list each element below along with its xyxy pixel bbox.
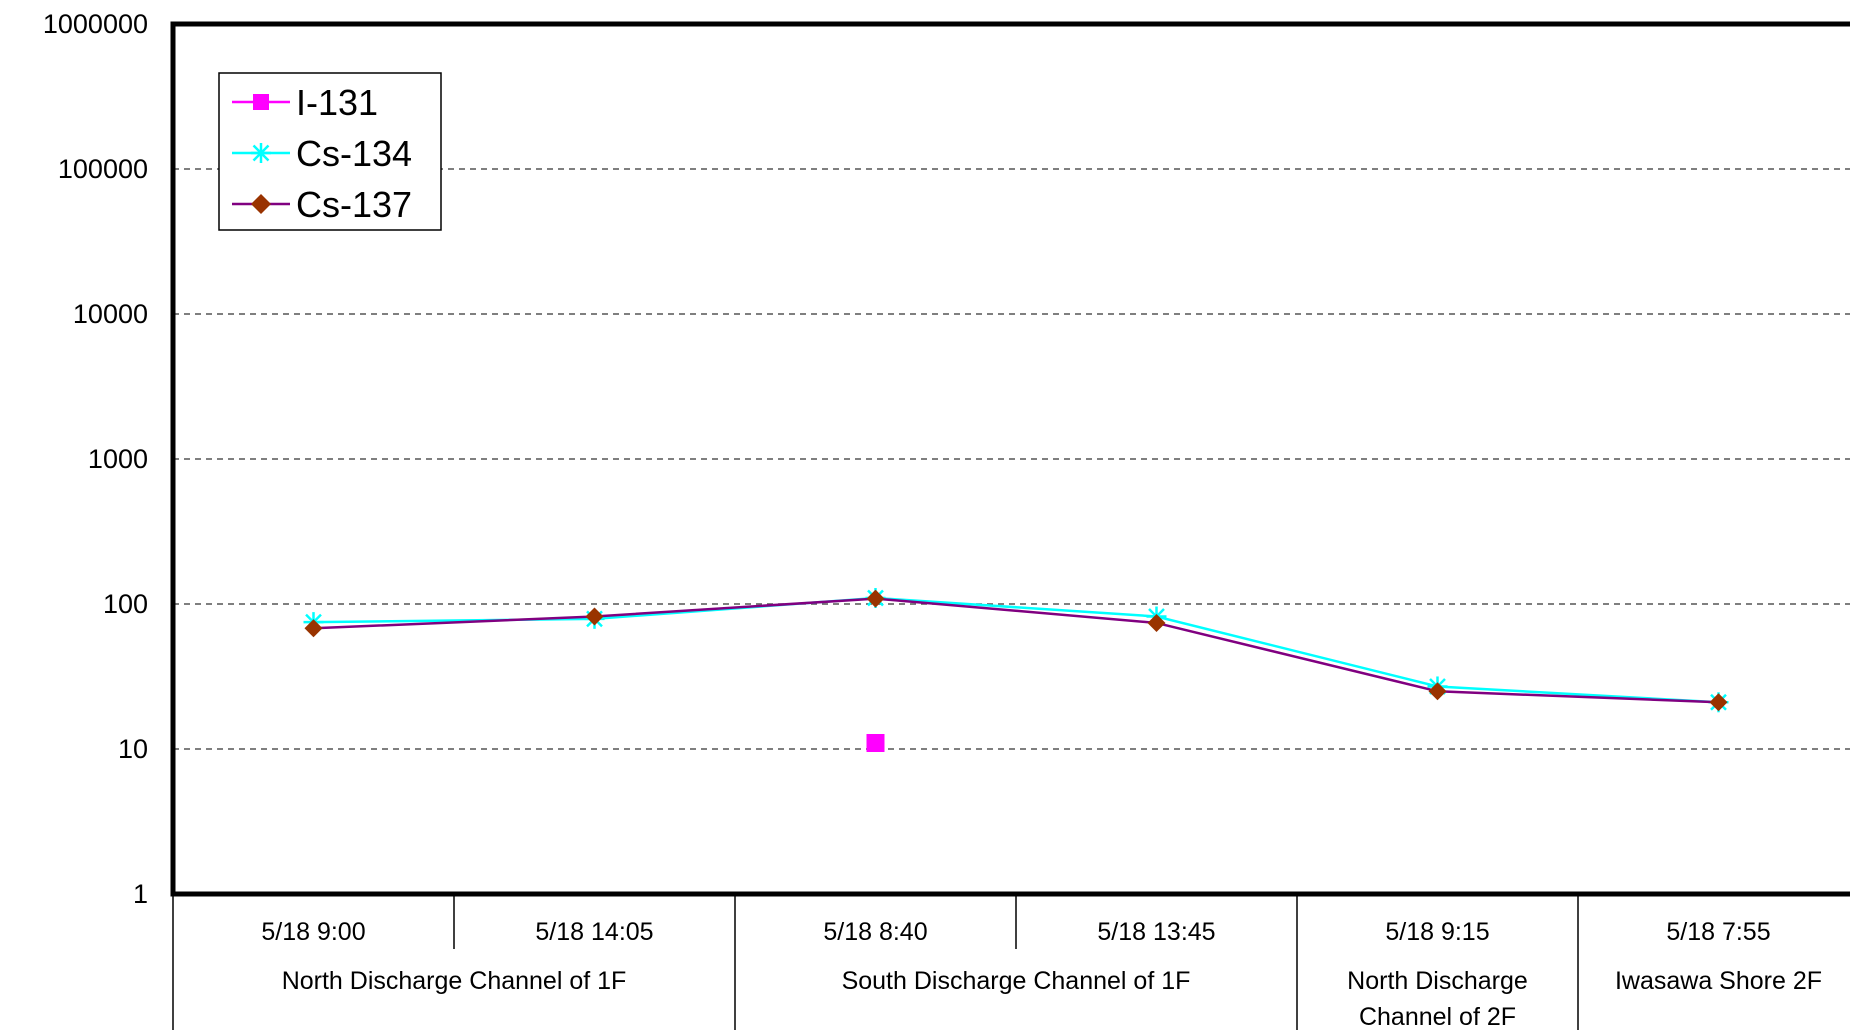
data-point	[866, 589, 885, 608]
legend: I-131 Cs-134 Cs-137	[218, 72, 442, 231]
series-line	[313, 596, 1719, 704]
legend-item: I-131	[232, 82, 378, 123]
x-tick-label: 5/18 13:45	[1097, 918, 1215, 946]
y-tick-label: 10000	[73, 299, 148, 329]
series-line	[313, 597, 1719, 704]
x-tick-label: 5/18 7:55	[1666, 918, 1770, 946]
x-tick-label: 5/18 8:40	[823, 918, 927, 946]
x-group-label: North Discharge Channel of 1F	[282, 967, 627, 995]
data-point	[1428, 682, 1447, 701]
data-point	[1709, 693, 1728, 712]
x-group-label: Channel of 2F	[1359, 1003, 1516, 1030]
legend-label: Cs-137	[296, 184, 412, 225]
data-point	[304, 619, 323, 638]
data-point	[1147, 613, 1166, 632]
plot-area-frame	[170, 21, 1850, 897]
y-tick-label: 10	[118, 734, 148, 764]
x-group-label: Iwasawa Shore 2F	[1615, 967, 1822, 995]
legend-label: I-131	[296, 82, 378, 123]
legend-marker	[253, 94, 269, 110]
y-tick-label: 1000000	[43, 9, 148, 39]
x-group-label: South Discharge Channel of 1F	[842, 967, 1191, 995]
x-tick-label: 5/18 9:15	[1385, 918, 1489, 946]
x-axis: 5/18 9:00 5/18 14:05 5/18 8:40 5/18 13:45 5/…	[172, 894, 1822, 1030]
y-tick-label: 100	[103, 589, 148, 619]
data-point	[866, 733, 885, 752]
legend-marker	[251, 143, 271, 163]
x-tick-label: 5/18 14:05	[535, 918, 653, 946]
legend-marker	[251, 194, 271, 214]
series-i-131	[866, 733, 885, 752]
x-group-label: North Discharge	[1347, 967, 1528, 995]
gridlines	[173, 168, 1850, 750]
legend-label: Cs-134	[296, 133, 412, 174]
y-axis-tick-labels: 1 10 100 1000 10000 100000 1000000	[43, 9, 148, 909]
data-point	[585, 607, 604, 626]
y-tick-label: 1	[133, 879, 148, 909]
y-tick-label: 1000	[88, 444, 148, 474]
y-tick-label: 100000	[58, 154, 148, 184]
series-cs-137	[304, 589, 1728, 712]
series-layer	[303, 587, 1729, 752]
x-tick-label: 5/18 9:00	[261, 918, 365, 946]
legend-item: Cs-134	[232, 133, 412, 174]
legend-item: Cs-137	[232, 184, 412, 225]
